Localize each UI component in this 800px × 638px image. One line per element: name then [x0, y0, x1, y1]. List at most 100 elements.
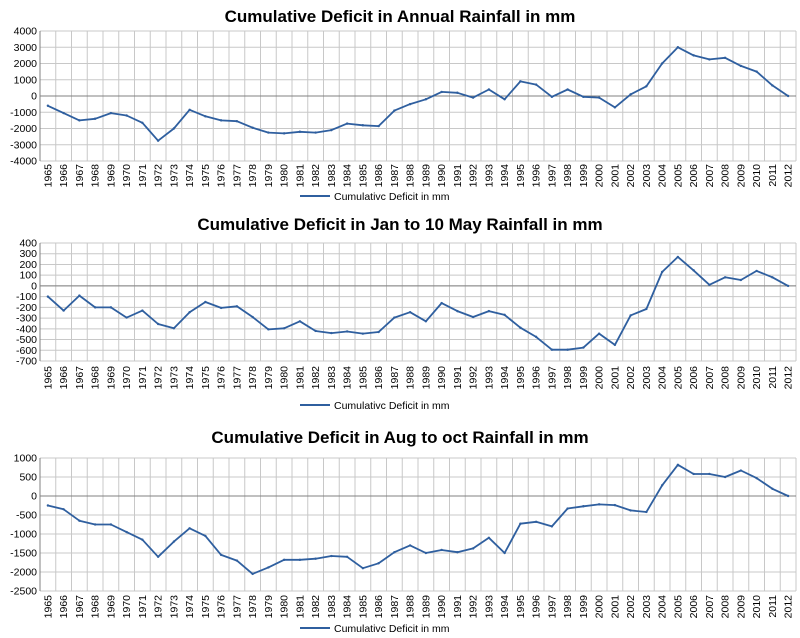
x-tick-label: 1975 [200, 366, 212, 390]
x-tick-label: 2004 [657, 164, 669, 188]
data-point [345, 330, 349, 333]
x-tick-label: 2011 [767, 595, 779, 618]
x-tick-label: 1994 [499, 366, 511, 390]
data-point [503, 313, 506, 317]
x-tick-label: 1998 [562, 366, 574, 390]
x-tick-label: 2011 [767, 164, 779, 187]
data-point [660, 270, 664, 274]
data-point [109, 523, 113, 526]
data-point [708, 472, 711, 476]
x-tick-label: 1982 [310, 366, 322, 390]
x-tick-label: 2005 [672, 164, 684, 188]
data-point [235, 559, 239, 562]
data-point [660, 62, 664, 65]
legend-label: Cumulativc Deficit in mm [334, 400, 450, 412]
data-point [519, 326, 522, 329]
y-tick-label: -4000 [10, 156, 37, 168]
data-point [282, 132, 286, 135]
data-point [235, 305, 239, 308]
data-point [550, 95, 554, 99]
x-tick-label: 1981 [294, 595, 306, 619]
data-point [188, 310, 191, 314]
y-tick-label: -2000 [10, 123, 37, 135]
y-tick-label: -1500 [10, 548, 37, 560]
x-tick-label: 1978 [247, 366, 259, 390]
data-point [78, 294, 81, 297]
data-point [676, 46, 680, 49]
data-point [141, 538, 144, 541]
y-tick-label: -3000 [10, 139, 37, 151]
data-point [93, 306, 97, 309]
data-point [503, 551, 506, 555]
x-tick-label: 2011 [767, 366, 779, 389]
x-tick-label: 1983 [326, 366, 338, 390]
x-tick-label: 1991 [452, 595, 464, 619]
x-tick-label: 1965 [42, 164, 54, 188]
data-point [282, 558, 286, 562]
data-point [330, 128, 333, 132]
data-point [62, 111, 65, 115]
data-point [267, 566, 270, 569]
x-tick-label: 1989 [420, 164, 432, 188]
data-point [345, 555, 349, 558]
data-point [550, 348, 554, 351]
data-point [251, 315, 254, 319]
y-tick-label: -100 [16, 291, 37, 303]
data-point [471, 547, 475, 550]
x-tick-label: 1989 [420, 366, 432, 390]
data-point [267, 328, 270, 331]
data-point [219, 553, 223, 557]
data-point [471, 315, 475, 319]
x-tick-label: 1995 [515, 366, 527, 390]
data-point [456, 309, 459, 313]
data-point [235, 119, 239, 123]
data-point [708, 283, 711, 287]
data-point [519, 80, 522, 83]
data-point [345, 122, 349, 125]
y-tick-label: -600 [16, 345, 37, 357]
y-tick-label: -1000 [10, 529, 37, 541]
x-tick-label: 1973 [168, 366, 180, 390]
x-tick-label: 1993 [483, 164, 495, 188]
data-point [597, 503, 601, 506]
data-point [755, 70, 758, 73]
data-point [361, 567, 365, 570]
data-point [408, 102, 412, 106]
x-tick-label: 1992 [468, 595, 480, 619]
data-point [440, 301, 443, 305]
data-point [645, 85, 648, 88]
series-line [47, 463, 789, 575]
data-point [125, 114, 128, 117]
data-point [62, 309, 65, 312]
x-tick-label: 2005 [672, 595, 684, 619]
x-tick-label: 1999 [578, 595, 590, 619]
data-point [723, 276, 727, 279]
data-point [739, 278, 743, 282]
data-point [424, 551, 428, 555]
x-tick-label: 2003 [641, 366, 653, 390]
x-tick-label: 2009 [735, 164, 747, 188]
data-point [156, 139, 160, 142]
x-tick-label: 2006 [688, 164, 700, 188]
data-point [597, 96, 601, 99]
data-point [424, 320, 428, 323]
x-tick-label: 1969 [105, 366, 117, 390]
x-tick-label: 1966 [58, 595, 70, 619]
x-tick-label: 2002 [625, 595, 637, 619]
x-tick-label: 2012 [783, 595, 795, 619]
data-point [298, 320, 302, 323]
data-point [314, 329, 317, 333]
data-point [424, 98, 428, 101]
data-point [361, 124, 365, 127]
y-tick-label: -2000 [10, 567, 37, 579]
data-point [172, 540, 176, 543]
data-point [361, 332, 365, 335]
y-tick-label: 1000 [14, 453, 38, 465]
data-point [440, 90, 443, 94]
data-point [282, 327, 286, 330]
y-tick-label: 0 [31, 91, 37, 103]
data-point [613, 343, 617, 347]
data-point [786, 494, 790, 498]
x-tick-label: 1975 [200, 164, 212, 188]
